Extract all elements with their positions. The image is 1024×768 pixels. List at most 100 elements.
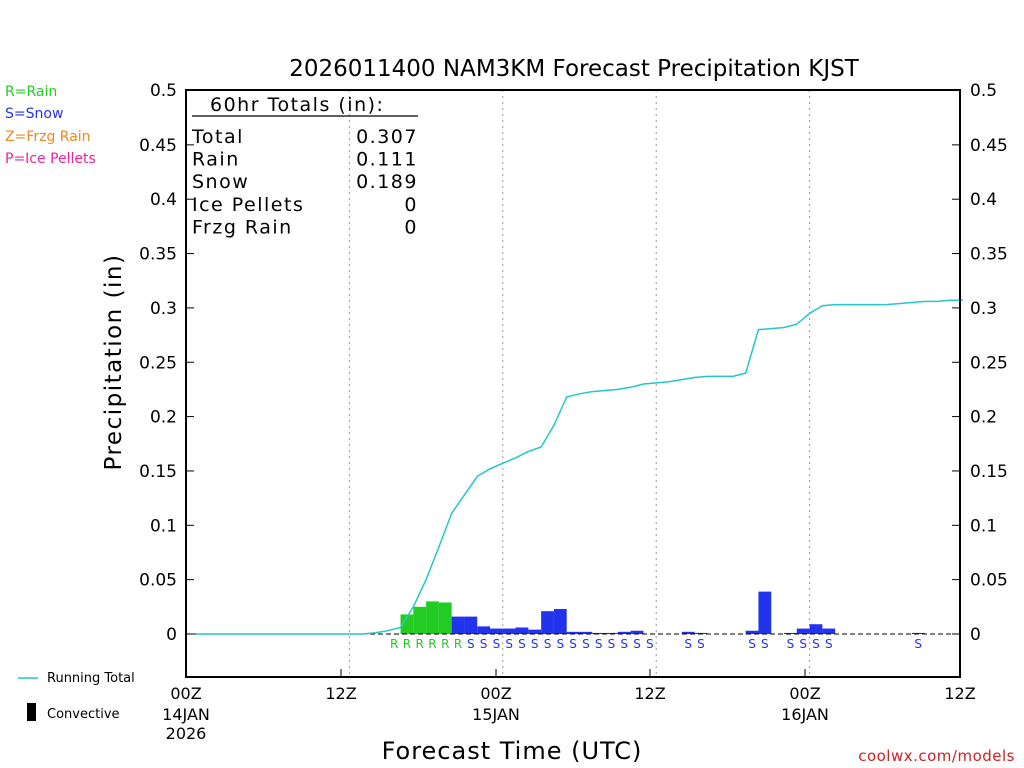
precip-bar-R [400,614,414,634]
precip-bar-S [796,628,810,634]
precip-bar-S [566,631,580,634]
totals-rows: Total 0.307 Rain 0.111 Snow 0.189 Ice Pellets 0… [191,126,418,238]
x-tick-label: 12Z [944,684,975,703]
type-label-S: S [787,637,795,651]
running-total-line [196,299,963,635]
totals-value: 0.111 [356,149,418,171]
type-label-S: S [493,637,501,651]
precip-bar-S [694,632,708,634]
precip-bar-R [413,606,427,634]
precip-bar-S [541,611,554,634]
y-tick-label: 0.45 [970,136,1008,156]
legend-rain: R=Rain [5,84,57,100]
y-tick-label: 0.25 [970,353,1008,373]
y-tick-label: 0.15 [139,462,177,482]
type-label-R: R [403,637,411,651]
type-label-S: S [608,637,616,651]
precip-bars [400,591,925,634]
totals-heading: 60hr Totals (in): [210,94,384,116]
y-tick-label: 0.35 [970,245,1008,265]
precip-bar-S [911,632,925,634]
y-tick-label: 0.4 [970,190,997,210]
precip-bar-S [822,628,836,634]
totals-value: 0.307 [356,126,418,148]
type-label-S: S [748,637,756,651]
y-axis-label: Precipitation (in) [101,254,127,471]
x-tick-label: 12Z [325,684,356,703]
precip-bar-S [809,624,823,634]
y-tick-label: 0.5 [970,81,997,101]
y-tick-label: 0.5 [150,81,177,101]
precip-bar-S [784,632,797,634]
type-label-S: S [697,637,705,651]
precip-bar-S [605,632,618,634]
watermark: coolwx.com/models [858,747,1015,765]
precip-bar-S [617,631,631,634]
totals-value: 0 [404,194,418,216]
precip-bar-S [502,628,516,634]
type-label-S: S [620,637,628,651]
type-label-S: S [761,637,769,651]
type-label-S: S [480,637,488,651]
precip-bar-S [477,626,491,634]
type-label-S: S [825,637,833,651]
type-label-S: S [799,637,807,651]
y-tick-label: 0.25 [139,353,177,373]
precip-bar-S [681,631,695,634]
precip-bar-S [758,591,772,634]
precip-bar-S [464,616,478,634]
type-label-S: S [595,637,603,651]
precip-bar-R [426,601,439,634]
type-label-S: S [812,637,820,651]
y-tick-label: 0.4 [150,190,177,210]
totals-label: Frzg Rain [192,216,293,238]
x-tick-label: 12Z [634,684,665,703]
totals-label: Snow [192,171,249,193]
type-label-S: S [531,637,539,651]
type-label-R: R [454,637,462,651]
type-label-R: R [428,637,436,651]
x-tick-date: 15JAN [472,705,520,724]
type-label-S: S [914,637,922,651]
type-label-S: S [505,637,513,651]
totals-value: 0 [404,216,418,238]
y-axis-right: 0 0.05 0.1 0.15 0.2 0.25 0.3 0.35 0.4 0.45 0.5 [952,81,1008,645]
totals-box: 60hr Totals (in): Total 0.307 Rain 0.111 Sno… [191,94,418,238]
totals-label: Ice Pellets [192,194,304,216]
plot-frame [185,89,961,678]
type-label-S: S [569,637,577,651]
y-tick-label: 0.15 [970,462,1008,482]
y-tick-label: 0.05 [970,571,1008,591]
gridlines [348,90,811,677]
x-tick-year: 2026 [166,724,207,743]
type-label-S: S [582,637,590,651]
x-tick-date: 16JAN [781,705,829,724]
legend-ice-pellets: P=Ice Pellets [5,151,96,167]
legend-frzg-rain: Z=Frzg Rain [5,129,91,145]
precip-bar-S [630,630,644,634]
totals-value: 0.189 [356,171,418,193]
type-label-R: R [416,637,424,651]
x-tick-label: 00Z [170,684,201,703]
y-tick-label: 0.45 [139,136,177,156]
precip-bar-S [490,628,503,634]
precip-bar-S [553,608,567,634]
y-tick-label: 0 [166,625,177,645]
type-label-S: S [557,637,565,651]
type-label-S: S [518,637,526,651]
type-label-R: R [441,637,449,651]
x-tick-label: 00Z [480,684,511,703]
type-label-S: S [544,637,552,651]
precip-bar-S [451,616,465,634]
legend-snow: S=Snow [5,106,63,122]
x-axis-label: Forecast Time (UTC) [382,737,643,765]
y-tick-label: 0.3 [970,299,997,319]
type-label-R: R [390,637,398,651]
totals-label: Total [191,126,244,148]
y-tick-label: 0.2 [150,408,177,428]
running-total-legend-label: Running Total [47,671,135,686]
convective-legend-label: Convective [47,707,120,722]
type-label-S: S [467,637,475,651]
y-axis-left: 0 0.05 0.1 0.15 0.2 0.25 0.3 0.35 0.4 0.45 0.5 [139,81,194,645]
